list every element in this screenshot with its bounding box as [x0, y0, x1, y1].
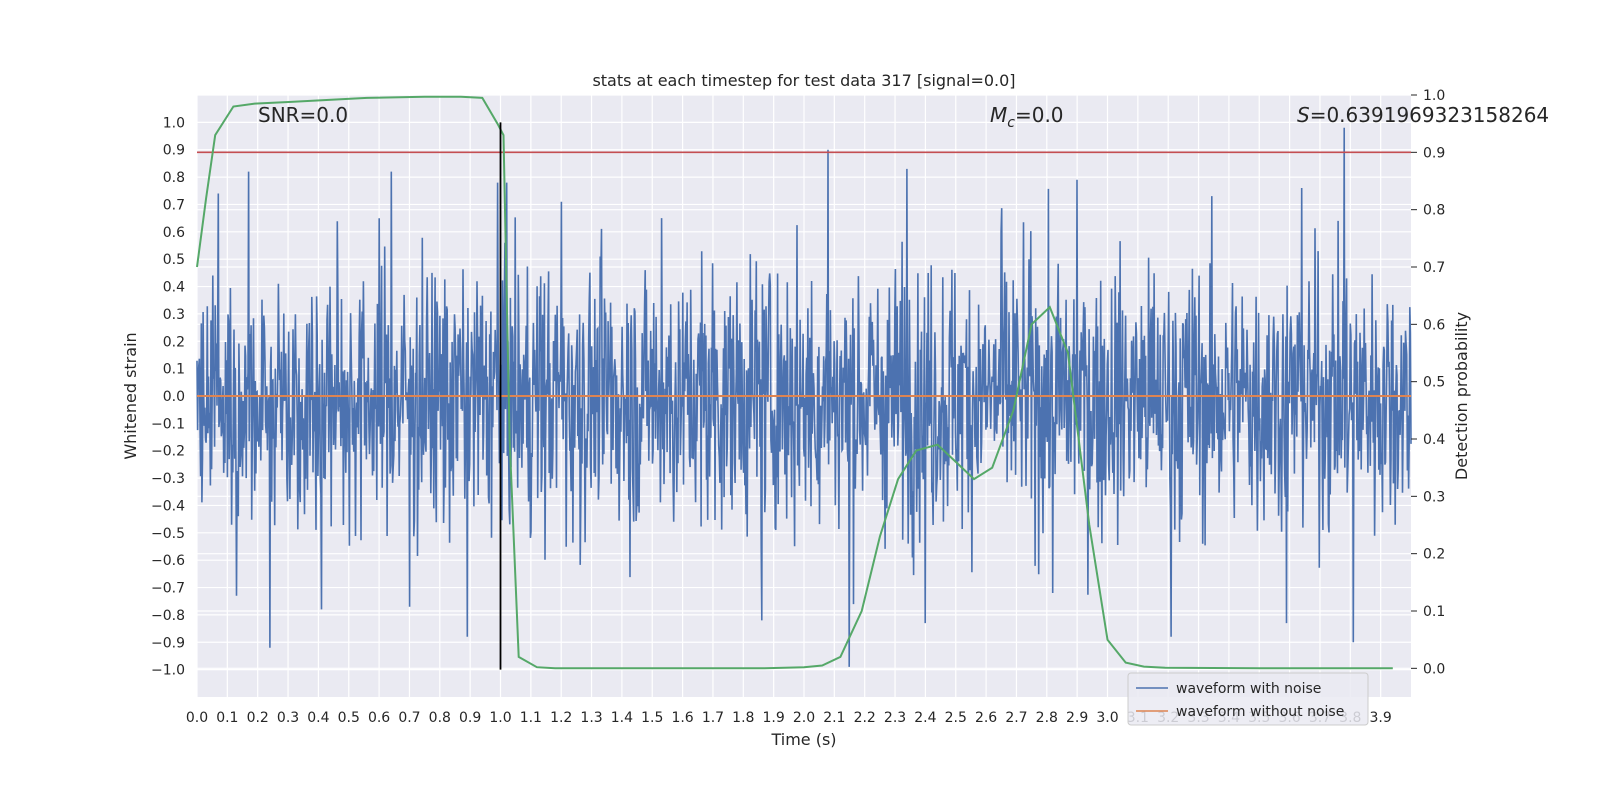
mc-symbol: M — [990, 103, 1007, 127]
y-tick-label: −0.9 — [151, 635, 185, 651]
x-tick-label: 2.0 — [793, 710, 815, 726]
x-tick-label: 2.7 — [1005, 710, 1027, 726]
x-tick-label: 0.7 — [398, 710, 420, 726]
mc-subscript: c — [1007, 115, 1015, 131]
x-tick-label: 0.3 — [277, 710, 299, 726]
y2-tick-label: 0.4 — [1423, 432, 1445, 448]
y2-tick-label: 0.0 — [1423, 661, 1445, 677]
chirp-mass-annotation: Mc=0.0 — [990, 103, 1064, 131]
x-tick-label: 1.6 — [671, 710, 693, 726]
x-tick-label: 0.6 — [368, 710, 390, 726]
x-tick-label: 2.6 — [975, 710, 997, 726]
mc-value: =0.0 — [1015, 103, 1064, 127]
y-tick-label: 0.5 — [163, 252, 185, 268]
x-tick-label: 3.0 — [1096, 710, 1118, 726]
y2-tick-label: 0.7 — [1423, 260, 1445, 276]
y-tick-label: 0.6 — [163, 225, 185, 241]
s-value: =0.6391969323158264 — [1310, 103, 1549, 127]
legend-box — [1127, 672, 1369, 726]
series-layer — [196, 95, 1411, 670]
y-tick-label: 0.7 — [163, 197, 185, 213]
x-tick-label: 1.5 — [641, 710, 663, 726]
series-detection-probability — [196, 95, 1393, 670]
x-tick-label: 2.3 — [884, 710, 906, 726]
x-tick-label: 1.7 — [702, 710, 724, 726]
x-tick-label: 3.9 — [1370, 710, 1392, 726]
y-tick-label: −0.2 — [151, 444, 185, 460]
y-axis-label: Whitened strain — [121, 332, 140, 459]
x-tick-label: 1.0 — [489, 710, 511, 726]
x-tick-label: 1.2 — [550, 710, 572, 726]
x-tick-label: 2.5 — [945, 710, 967, 726]
y2-tick-label: 0.6 — [1423, 317, 1445, 333]
y-tick-label: 0.8 — [163, 170, 185, 186]
chart-title: stats at each timestep for test data 317… — [592, 71, 1015, 90]
x-tick-label: 1.4 — [611, 710, 633, 726]
y-tick-label: 0.1 — [163, 362, 185, 378]
x-tick-label: 2.8 — [1036, 710, 1058, 726]
y2-tick-label: 0.2 — [1423, 547, 1445, 563]
x-tick-label: 1.9 — [763, 710, 785, 726]
y2-tick-label: 0.5 — [1423, 375, 1445, 391]
x-tick-label: 0.1 — [216, 710, 238, 726]
x-tick-label: 0.8 — [429, 710, 451, 726]
y-axis-ticks: 1.0 0.9 0.8 0.7 0.6 0.5 0.4 0.3 0.2 0.1 0.0 −0.1 −0.… — [151, 115, 185, 678]
x-tick-label: 0.4 — [307, 710, 329, 726]
y-tick-label: 1.0 — [163, 115, 185, 131]
legend-label-noisy: waveform with noise — [1176, 681, 1321, 697]
x-tick-label: 0.9 — [459, 710, 481, 726]
x-axis-label: Time (s) — [770, 730, 836, 749]
y-tick-label: 0.0 — [163, 389, 185, 405]
x-tick-label: 1.8 — [732, 710, 754, 726]
y-tick-label: −0.6 — [151, 553, 185, 569]
x-tick-label: 2.4 — [914, 710, 936, 726]
legend-label-clean: waveform without noise — [1176, 704, 1344, 720]
y-tick-label: −0.8 — [151, 608, 185, 624]
s-symbol: S — [1297, 103, 1310, 127]
y-tick-label: 0.3 — [163, 307, 185, 323]
legend: waveform with noise waveform without noi… — [1127, 672, 1369, 726]
y-tick-label: 0.2 — [163, 334, 185, 350]
y2-axis-ticks: 1.0 0.9 0.8 0.7 0.6 0.5 0.4 0.3 0.2 0.1 0.0 — [1411, 88, 1445, 677]
y-tick-label: −0.1 — [151, 416, 185, 432]
y-tick-label: −0.7 — [151, 581, 185, 597]
x-tick-label: 0.2 — [247, 710, 269, 726]
y-tick-label: −0.4 — [151, 498, 185, 514]
x-tick-label: 1.3 — [580, 710, 602, 726]
y2-tick-label: 0.3 — [1423, 489, 1445, 505]
score-annotation: S=0.6391969323158264 — [1297, 103, 1549, 127]
x-tick-label: 0.5 — [338, 710, 360, 726]
snr-annotation: SNR=0.0 — [258, 103, 348, 127]
y-tick-label: −0.5 — [151, 526, 185, 542]
y2-axis-label: Detection probability — [1452, 312, 1471, 480]
y2-tick-label: 1.0 — [1423, 88, 1445, 104]
y-tick-label: 0.9 — [163, 143, 185, 159]
x-tick-label: 2.9 — [1066, 710, 1088, 726]
y2-tick-label: 0.8 — [1423, 203, 1445, 219]
x-tick-label: 2.2 — [854, 710, 876, 726]
x-tick-label: 2.1 — [823, 710, 845, 726]
x-tick-label: 0.0 — [186, 710, 208, 726]
y2-tick-label: 0.9 — [1423, 145, 1445, 161]
y-tick-label: −0.3 — [151, 471, 185, 487]
x-tick-label: 1.1 — [520, 710, 542, 726]
y2-tick-label: 0.1 — [1423, 604, 1445, 620]
y-tick-label: −1.0 — [151, 663, 185, 679]
y-tick-label: 0.4 — [163, 280, 185, 296]
